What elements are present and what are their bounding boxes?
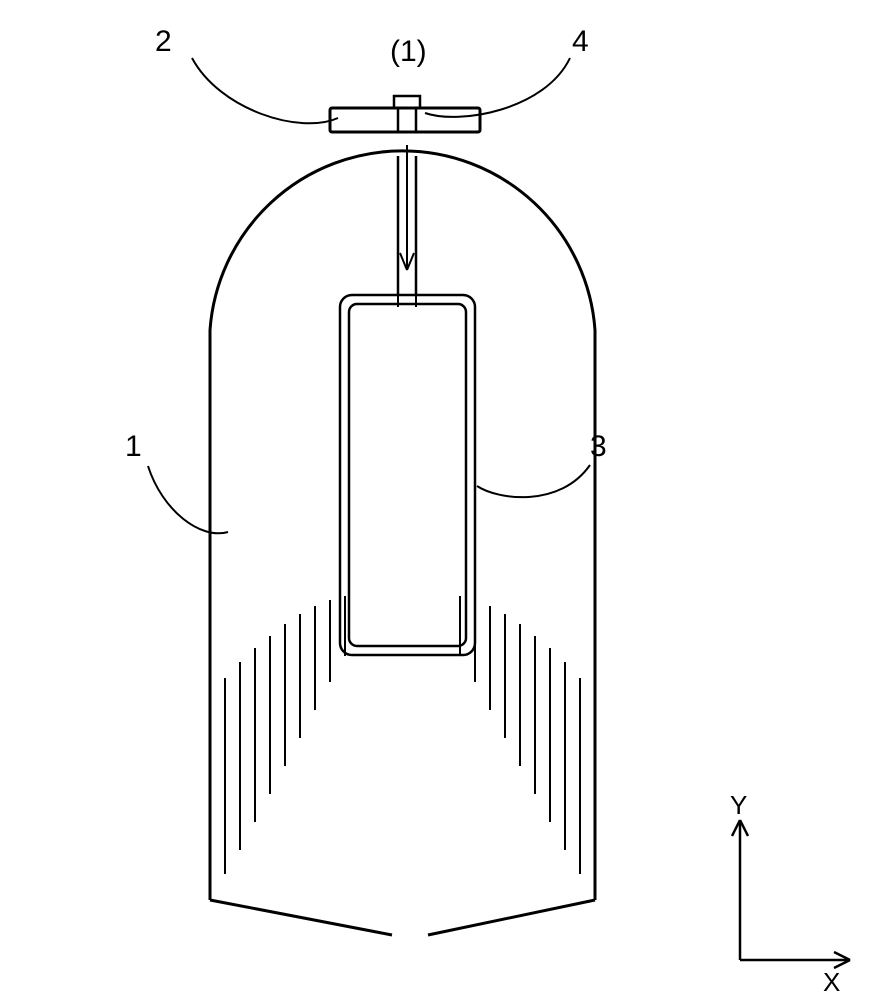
inner-rect-inner: [349, 304, 466, 646]
x-axis-label: X: [823, 967, 840, 998]
diagram-svg: [0, 0, 869, 1000]
inner-rect-outer: [340, 295, 475, 655]
outer-vessel: [210, 151, 595, 900]
coordinate-axes: [732, 820, 850, 968]
callout-curve-1: [148, 466, 228, 533]
callout-label-3: 3: [590, 430, 607, 464]
diagram-container: (1) 1 2 3 4 X Y: [0, 0, 869, 1000]
callout-label-4: 4: [572, 25, 589, 59]
y-axis-label: Y: [730, 790, 747, 821]
callout-label-1: 1: [125, 430, 142, 464]
pipe-cap: [394, 96, 420, 108]
hatch-left: [225, 596, 345, 874]
neck-plate: [330, 108, 480, 132]
callout-label-2: 2: [155, 25, 172, 59]
v-cut: [210, 900, 595, 935]
callout-curve-2: [192, 58, 338, 123]
figure-label: (1): [390, 35, 427, 69]
callout-curve-3: [477, 465, 590, 497]
hatch-right: [460, 596, 580, 874]
